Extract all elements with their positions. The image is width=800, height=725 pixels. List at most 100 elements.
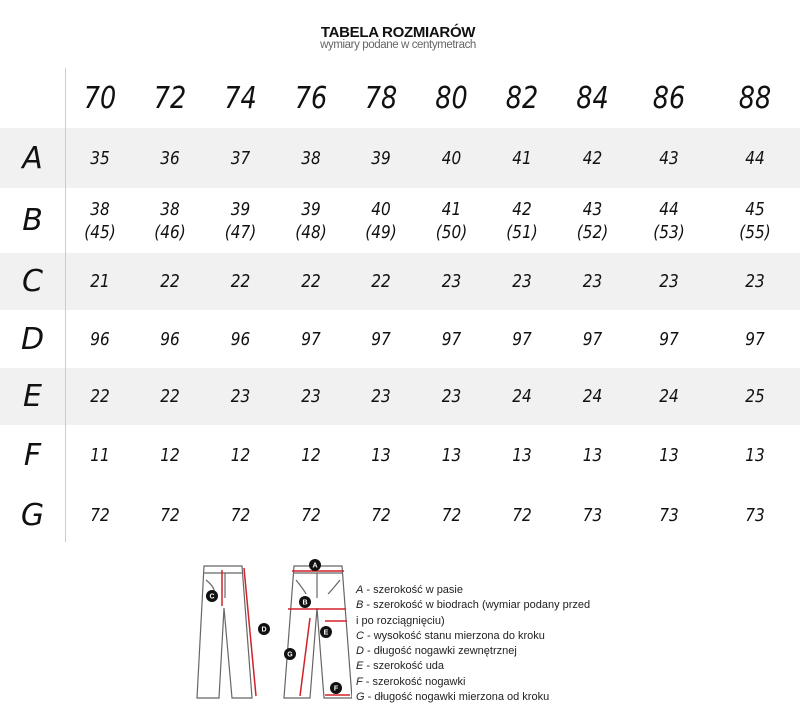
legend-item: D - długość nogawki zewnętrznej (356, 644, 590, 659)
table-cell: 40 (49) (365, 198, 397, 243)
table-cell: 13 (441, 444, 462, 466)
table-row: B 38 (45) 38 (46) 39 (47) 39 (48) 40 (49) 41 (… (0, 188, 800, 253)
diagram-label-a: A (312, 563, 317, 570)
table-row: G 72 72 72 72 72 72 72 73 73 73 (0, 485, 800, 545)
table-cell: 22 (160, 386, 180, 407)
legend-item: E - szerokość uda (356, 659, 590, 674)
table-cell: 42 (51) (506, 198, 538, 243)
pants-diagram: A B C D E F G (196, 559, 352, 699)
table-cell: 97 (441, 328, 462, 350)
legend-item: F - szerokość nogawki (356, 675, 590, 690)
table-cell: 23 (659, 271, 679, 292)
table-cell: 12 (301, 444, 321, 466)
table-cell: 39 (47) (224, 198, 257, 243)
table-cell: 11 (90, 444, 110, 466)
legend-text: i po rozciągnięciu) (356, 614, 445, 627)
table-cell: 22 (301, 271, 321, 292)
diagram-label-c: C (209, 594, 214, 601)
table-row: A 35 36 37 38 39 40 41 42 43 44 (0, 128, 800, 188)
size-header: 88 (738, 80, 772, 116)
legend-item: B - szerokość w biodrach (wymiar podany … (356, 598, 590, 613)
table-cell: 37 (230, 147, 251, 169)
legend-key: B (356, 599, 364, 612)
legend-text: - szerokość w pasie (363, 584, 463, 596)
table-cell: 43 (659, 147, 679, 169)
table-row: C 21 22 22 22 22 23 23 23 23 23 (0, 253, 800, 310)
page-title: TABELA ROZMIARÓW (320, 24, 476, 41)
table-cell: 96 (90, 328, 110, 350)
table-cell: 72 (301, 504, 321, 526)
table-cell: 97 (745, 328, 765, 350)
diagram-label-d: D (261, 627, 266, 634)
legend-key: A (356, 584, 364, 596)
table-cell: 73 (582, 504, 603, 526)
table-row: D 96 96 96 97 97 97 97 97 97 97 (0, 310, 800, 368)
table-cell: 72 (441, 504, 462, 526)
table-cell: 23 (441, 386, 462, 407)
table-cell: 39 (48) (295, 198, 327, 243)
table-cell: 97 (371, 328, 391, 350)
table-cell: 73 (659, 504, 679, 526)
table-cell: 40 (441, 147, 462, 169)
table-cell: 22 (371, 271, 391, 292)
diagram-label-f: F (334, 686, 339, 693)
page-subtitle: wymiary podane w centymetrach (320, 39, 476, 51)
table-cell: 42 (582, 147, 603, 169)
table-cell: 12 (230, 444, 251, 466)
table-cell: 97 (659, 328, 679, 350)
table-cell: 23 (441, 271, 462, 292)
size-header: 72 (153, 80, 187, 116)
table-row: F 11 12 12 12 13 13 13 13 13 13 (0, 425, 800, 485)
table-cell: 72 (371, 504, 391, 526)
legend-key: F (356, 675, 363, 688)
table-cell: 23 (582, 271, 603, 292)
table-cell: 72 (512, 504, 532, 526)
table-cell: 44 (745, 147, 765, 169)
size-header: 80 (435, 80, 468, 116)
legend-text: - długość nogawki zewnętrznej (363, 645, 517, 658)
table-cell: 97 (301, 328, 321, 350)
table-cell: 96 (230, 328, 251, 350)
diagram-label-g: G (287, 652, 293, 659)
table-cell: 41 (50) (435, 198, 468, 243)
legend-text: - długość nogawki mierzona od kroku (364, 691, 550, 704)
table-cell: 96 (160, 328, 180, 350)
table-cell: 23 (301, 386, 321, 407)
legend-item: C - wysokość stanu mierzona do kroku (356, 629, 590, 644)
legend-key: E (356, 660, 364, 673)
table-cell: 72 (230, 504, 251, 526)
size-header: 82 (505, 80, 539, 116)
table-cell: 22 (90, 386, 110, 407)
measurement-legend: A - szerokość w pasie B - szerokość w bio… (356, 583, 590, 705)
table-cell: 36 (160, 147, 180, 169)
table-cell: 44 (53) (653, 198, 685, 243)
table-cell: 97 (512, 328, 532, 350)
table-cell: 38 (45) (84, 198, 116, 243)
table-cell: 97 (582, 328, 603, 350)
table-cell: 13 (582, 444, 603, 466)
table-cell: 13 (512, 444, 532, 466)
legend-item: A - szerokość w pasie (356, 583, 590, 598)
row-label: B (22, 203, 43, 238)
table-cell: 23 (230, 386, 251, 407)
legend-item: G - długość nogawki mierzona od kroku (356, 690, 590, 705)
table-cell: 24 (512, 386, 532, 407)
table-cell: 39 (371, 147, 391, 169)
legend-text: - szerokość uda (363, 660, 445, 673)
size-header: 84 (576, 80, 609, 116)
table-cell: 72 (160, 504, 180, 526)
row-label: A (22, 140, 43, 176)
row-label: E (23, 379, 42, 414)
diagram-label-e: E (324, 630, 329, 637)
size-header: 76 (294, 80, 328, 116)
table-cell: 23 (512, 271, 532, 292)
table-cell: 38 (46) (154, 198, 186, 243)
table-cell: 13 (371, 444, 391, 466)
legend-key: C (356, 629, 364, 642)
table-cell: 72 (90, 504, 110, 526)
table-cell: 38 (301, 147, 321, 169)
legend-text: - wysokość stanu mierzona do kroku (363, 629, 545, 642)
row-label: G (20, 497, 45, 533)
table-divider (65, 68, 66, 542)
row-label: C (22, 264, 43, 299)
